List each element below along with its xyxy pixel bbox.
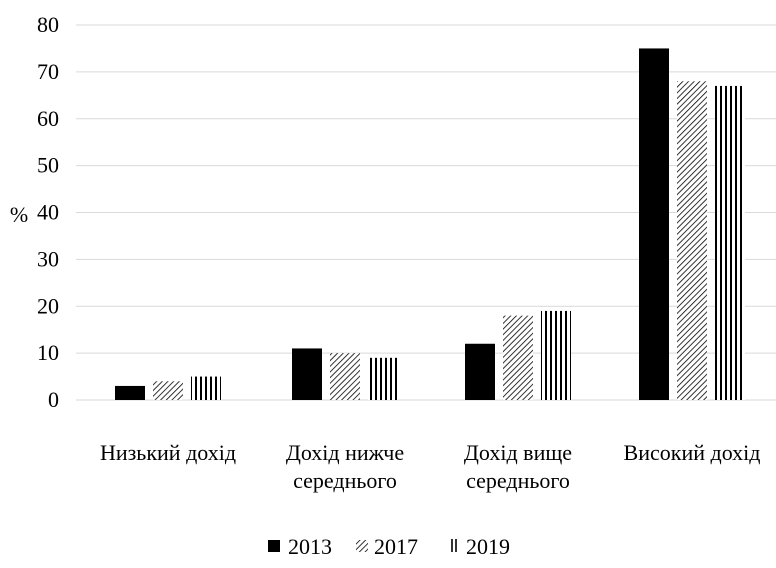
legend-label-2017: 2017 (374, 534, 418, 559)
y-axis: 0 10 20 30 40 50 60 70 80 (37, 12, 59, 412)
bar-2017-3 (677, 81, 707, 400)
bar-2013-0 (115, 385, 145, 400)
y-axis-label: % (10, 202, 28, 227)
legend-swatch-2017 (356, 540, 368, 552)
y-tick-label: 30 (37, 246, 59, 271)
y-tick-label: 50 (37, 153, 59, 178)
gridlines (76, 24, 776, 401)
x-category-label: Низький дохід (100, 440, 236, 465)
legend: 2013 2017 2019 (268, 534, 510, 559)
bar-2017-1 (330, 353, 360, 400)
bar-2013-2 (465, 343, 495, 400)
legend-label-2013: 2013 (288, 534, 332, 559)
bar-2017-2 (503, 315, 533, 400)
y-tick-label: 40 (37, 200, 59, 225)
y-tick-label: 80 (37, 12, 59, 37)
x-category-label: Дохід вище середнього (464, 440, 572, 493)
bar-2013-3 (639, 48, 669, 400)
bar-2019-0 (191, 376, 221, 400)
y-tick-label: 70 (37, 59, 59, 84)
x-category-label: Дохід нижче середнього (286, 440, 404, 493)
legend-swatch-2019 (451, 539, 457, 552)
bar-2017-0 (153, 381, 183, 400)
bars (115, 48, 745, 400)
bar-2013-1 (292, 348, 322, 400)
bar-2019-3 (715, 85, 745, 400)
x-axis-labels: Низький дохід Дохід нижче середнього Дохід … (100, 440, 760, 493)
legend-label-2019: 2019 (466, 534, 510, 559)
x-category-label: Високий дохід (624, 440, 761, 465)
y-tick-label: 10 (37, 340, 59, 365)
y-tick-label: 0 (48, 387, 59, 412)
legend-swatch-2013 (268, 540, 280, 552)
y-tick-label: 20 (37, 293, 59, 318)
bar-2019-2 (541, 310, 571, 400)
bar-2019-1 (368, 357, 398, 400)
y-tick-label: 60 (37, 106, 59, 131)
